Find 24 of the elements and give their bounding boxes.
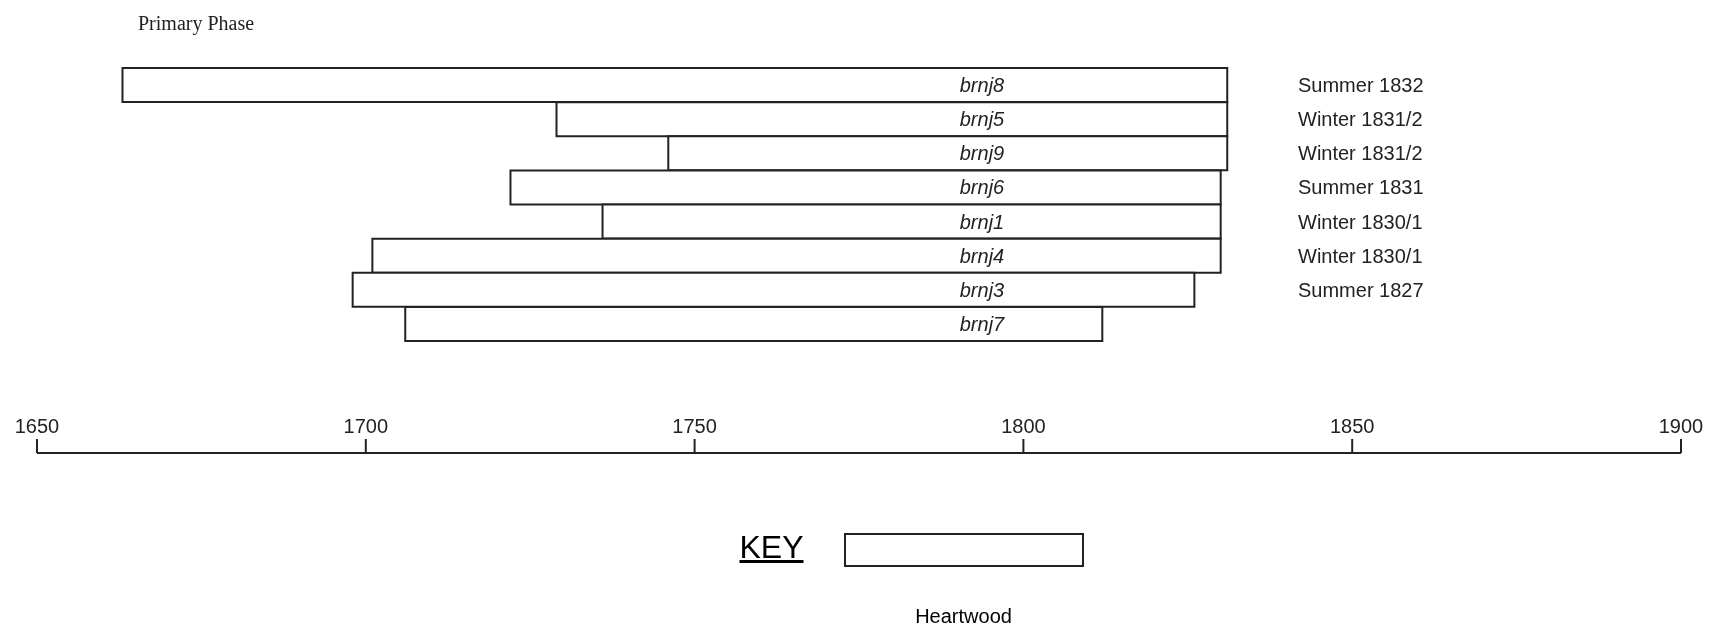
y-tick-label: brnj7	[959, 312, 1006, 335]
x-tick-label: 1800	[1001, 415, 1046, 437]
x-tick-label: 1650	[14, 415, 60, 437]
x-tick-label: 1900	[1658, 415, 1704, 437]
annotation: Summer 1827	[1298, 278, 1424, 301]
y-tick-label: brnj1	[959, 210, 1005, 233]
y-tick-label: brnj3	[959, 278, 1005, 301]
x-tick-label: 1700	[343, 415, 389, 437]
annotation: Summer 1832	[1298, 74, 1424, 97]
y-tick-label: brnj6	[959, 176, 1006, 199]
annotation: Winter 1831/2	[1298, 108, 1423, 131]
y-tick-label: brnj9	[959, 142, 1005, 165]
x-tick-label: 1850	[1329, 415, 1375, 437]
y-tick-label: brnj4	[959, 244, 1005, 267]
x-tick-label: 1750	[672, 415, 717, 437]
annotation: Summer 1831	[1298, 176, 1424, 199]
annotation: Winter 1830/1	[1298, 244, 1423, 267]
y-tick-label: brnj8	[959, 74, 1005, 97]
chart-title: Primary Phase	[138, 12, 255, 35]
text: Heartwood	[915, 605, 1012, 628]
annotation: Winter 1830/1	[1298, 210, 1423, 233]
y-tick-label: brnj5	[959, 108, 1006, 131]
legend-title: KEY	[739, 529, 804, 566]
annotation: Winter 1831/2	[1298, 142, 1423, 165]
